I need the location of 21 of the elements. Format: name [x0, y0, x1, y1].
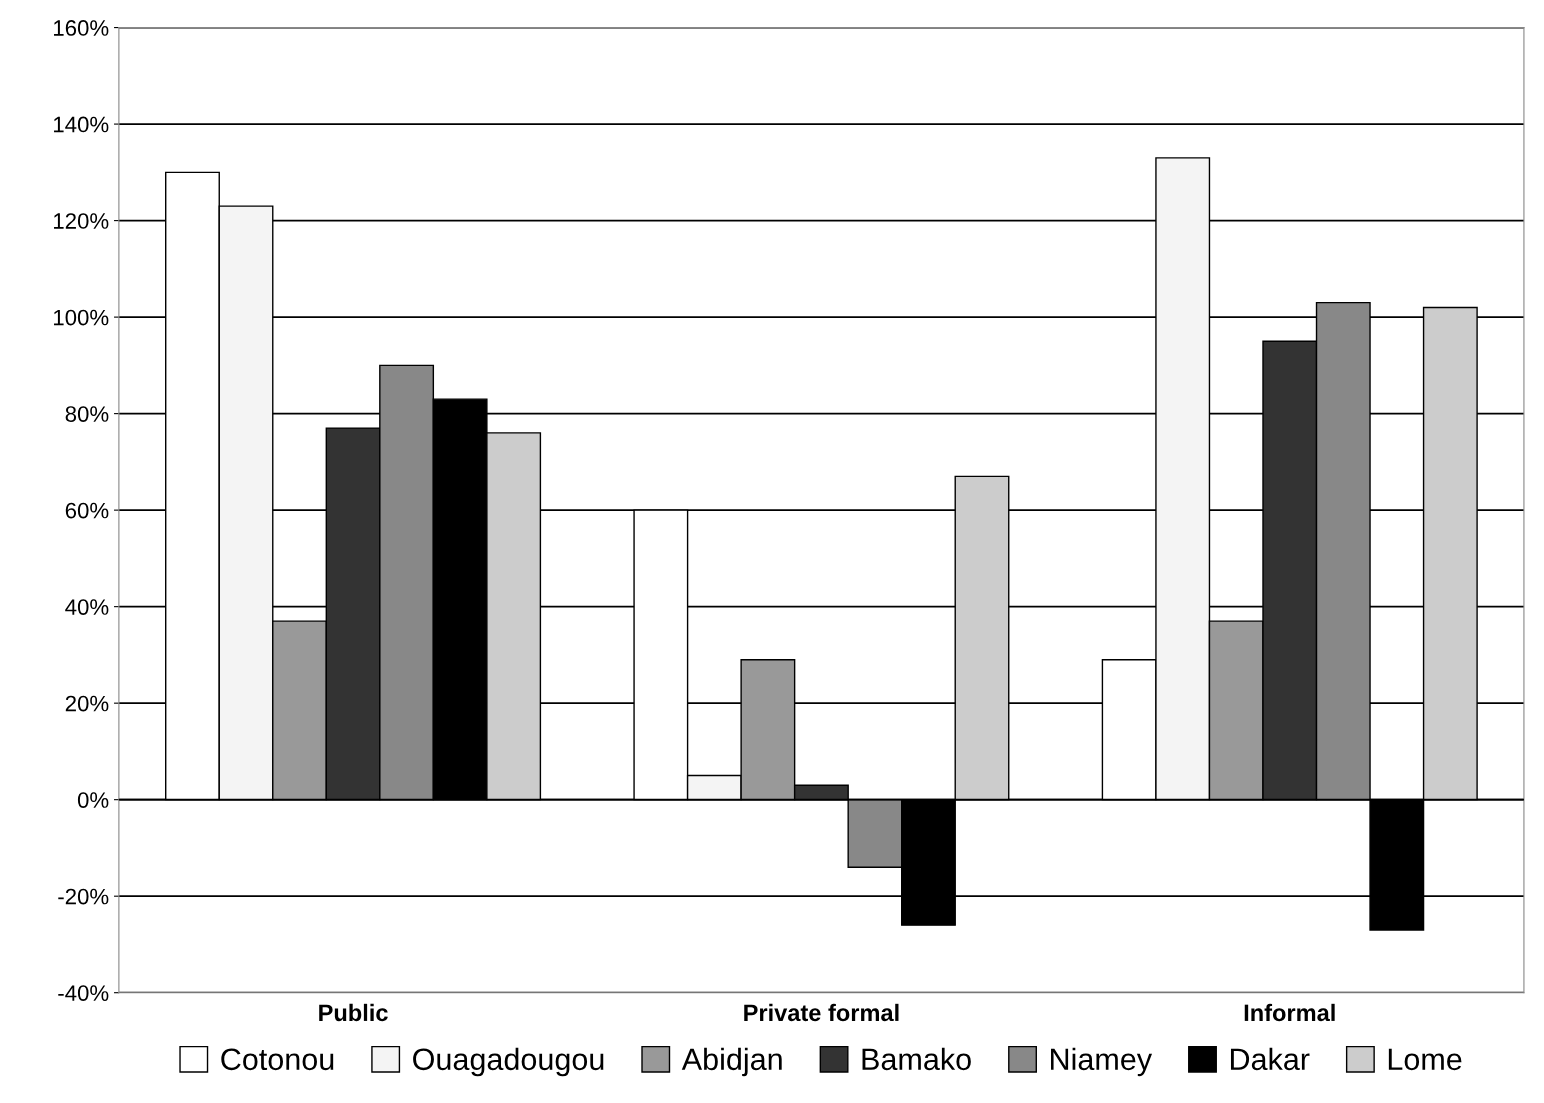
- y-tick-label: 120%: [54, 213, 109, 229]
- legend-label: Dakar: [1230, 1047, 1310, 1071]
- x-tick-label: Informal: [1244, 1003, 1335, 1022]
- y-tick-label: 100%: [54, 309, 109, 326]
- legend-label: Ouagadougou: [413, 1047, 604, 1077]
- y-tick-label: 60%: [65, 502, 109, 519]
- y-tick-label: 40%: [65, 599, 109, 615]
- legend-label: Niamey: [1051, 1047, 1153, 1077]
- y-tick-label: 20%: [65, 695, 109, 712]
- legend-label: Abidjan: [681, 1047, 782, 1077]
- y-tick-label: 160%: [54, 20, 109, 36]
- x-tick-label: Public: [319, 1003, 388, 1022]
- y-tick-label: -20%: [58, 888, 109, 905]
- y-tick-label: 0%: [77, 792, 109, 808]
- y-tick-label: 80%: [65, 406, 109, 422]
- legend-label: Cotonou: [221, 1048, 334, 1071]
- x-tick-label: Private formal: [744, 1003, 899, 1022]
- y-tick-label: 140%: [54, 116, 109, 133]
- legend-label: Bamako: [862, 1047, 971, 1071]
- y-tick-label: -40%: [58, 985, 109, 1001]
- legend-label: Lome: [1388, 1048, 1462, 1071]
